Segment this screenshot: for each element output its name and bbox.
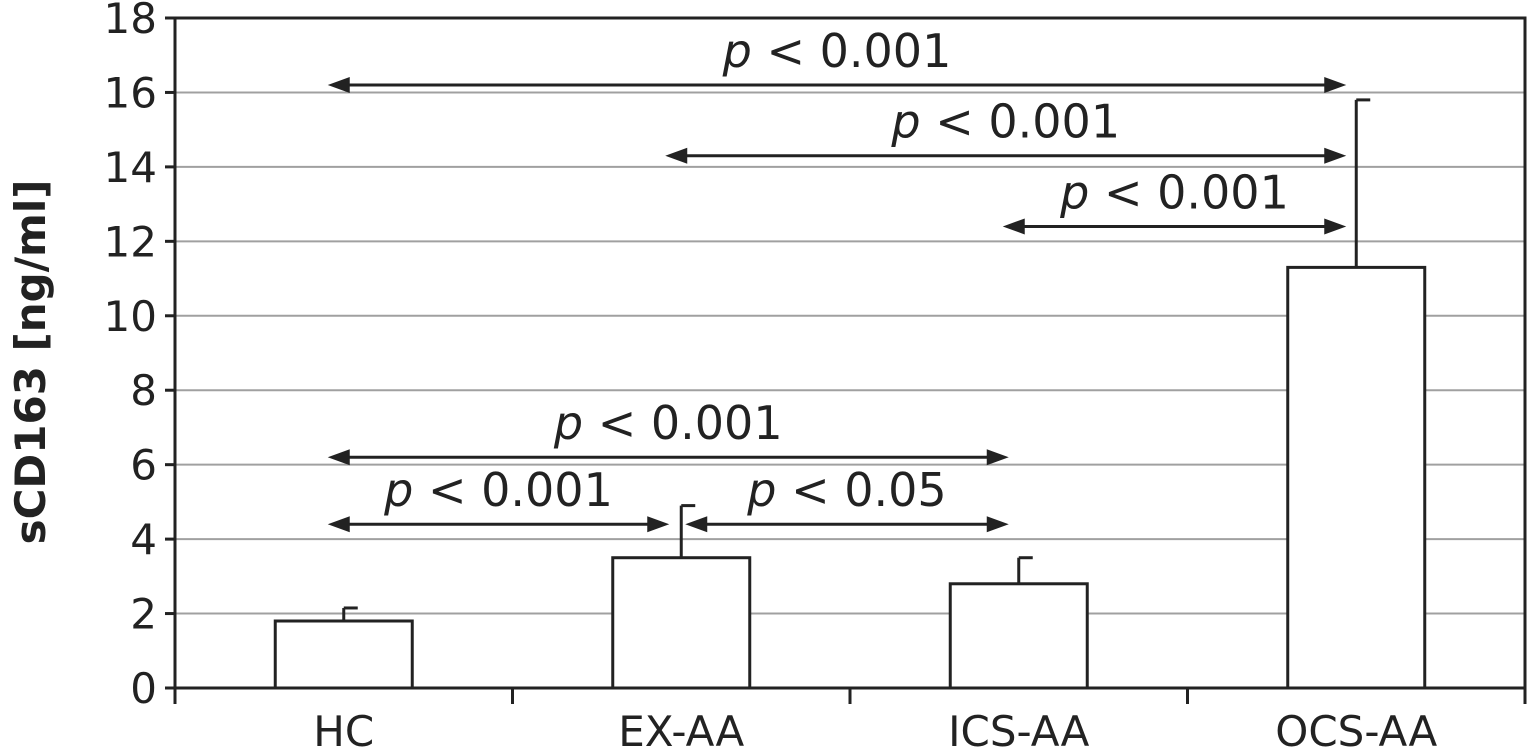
y-tick-label: 4 <box>130 515 157 564</box>
arrow-head <box>647 516 670 533</box>
arrow-head <box>665 147 688 164</box>
significance-label: p < 0.001 <box>553 396 783 450</box>
axes: 0 2 4 6 8 10 12 14 16 18 HC EX-AA ICS-AA OCS-AA <box>104 0 1527 755</box>
y-tick-label: 12 <box>104 217 157 266</box>
y-tick-label: 16 <box>104 68 157 117</box>
arrow-head <box>1324 77 1347 93</box>
y-tick-label: 10 <box>104 292 157 341</box>
arrow-head <box>1324 147 1347 164</box>
arrow-head <box>327 516 350 533</box>
y-tick-label: 8 <box>130 366 157 415</box>
y-tick-label: 14 <box>104 143 157 192</box>
arrow-head <box>685 516 708 533</box>
arrow-head <box>327 77 350 93</box>
bar-ocs-aa <box>1286 265 1427 690</box>
bars <box>273 98 1427 690</box>
gridlines <box>175 91 1525 615</box>
arrow-head <box>1002 218 1025 235</box>
y-tick-label: 2 <box>130 590 157 639</box>
significance-label: p < 0.001 <box>722 24 952 78</box>
y-tick-label: 0 <box>130 664 157 713</box>
significance-arrows: p < 0.001 p < 0.001 p < 0.001 p < 0.001 p < … <box>327 24 1347 533</box>
significance-label: p < 0.001 <box>890 95 1120 149</box>
significance-label: p < 0.001 <box>1059 165 1289 219</box>
arrow-head <box>1324 218 1347 235</box>
y-axis-label: sCD163 [ng/ml] <box>6 180 55 545</box>
significance-label: p < 0.001 <box>383 463 613 517</box>
arrow-head <box>327 449 350 466</box>
x-category-label: HC <box>313 707 374 755</box>
x-category-label: EX-AA <box>618 707 744 755</box>
bar-ics-aa <box>948 582 1089 690</box>
bar-hc <box>273 619 414 690</box>
y-tick-label: 18 <box>104 0 157 43</box>
arrow-head <box>986 516 1009 533</box>
x-category-label: OCS-AA <box>1275 707 1437 755</box>
y-tick-label: 6 <box>130 441 157 490</box>
x-category-label: ICS-AA <box>948 707 1090 755</box>
arrow-head <box>986 449 1009 466</box>
bar-ex-aa <box>611 556 752 690</box>
significance-label: p < 0.05 <box>746 463 946 517</box>
